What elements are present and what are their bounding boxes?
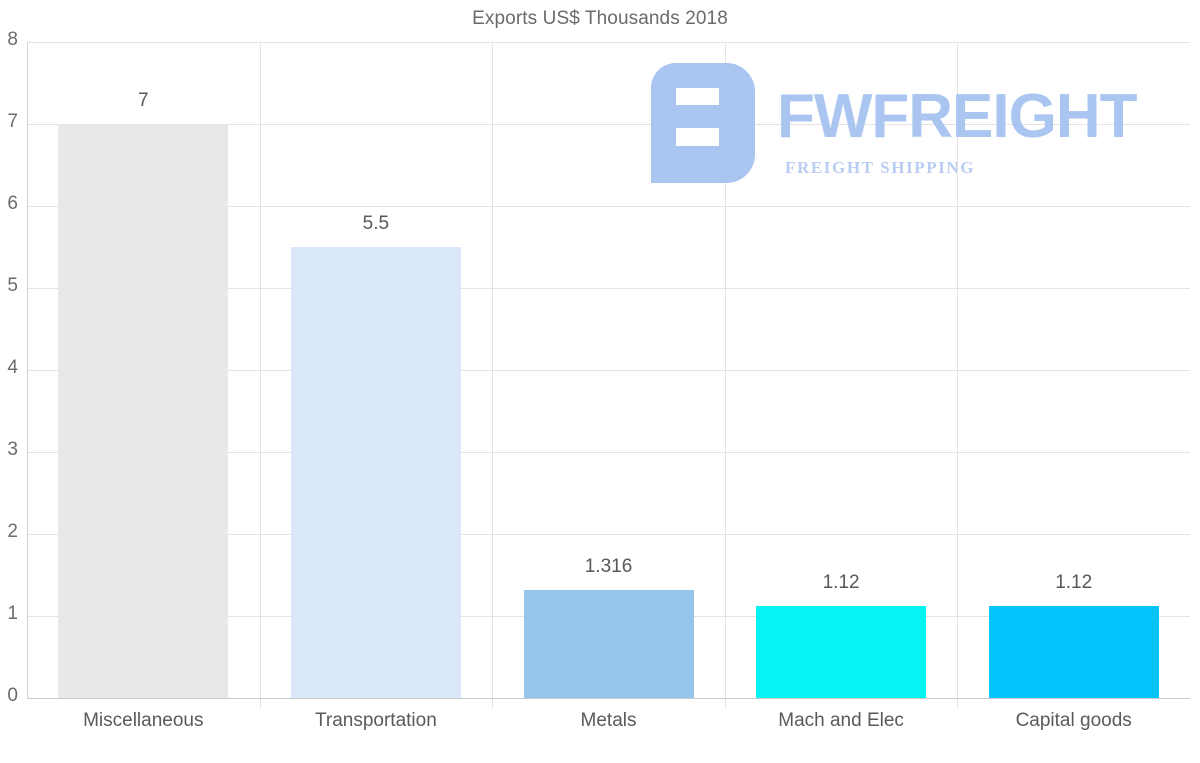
category-separator-gridline <box>725 42 726 708</box>
x-axis-category-label: Mach and Elec <box>778 710 904 731</box>
y-axis-line <box>27 42 28 699</box>
gridline-y-4 <box>27 370 1190 371</box>
gridline-y-2 <box>27 534 1190 535</box>
bar-value-label: 1.316 <box>584 556 633 578</box>
y-axis-tick-label: 3 <box>7 439 18 460</box>
y-axis-tick-label: 0 <box>7 685 18 706</box>
bar-value-label: 7 <box>138 90 149 111</box>
category-separator-gridline <box>957 42 958 708</box>
x-axis-category-label: Capital goods <box>1015 710 1132 731</box>
plot-area <box>27 42 1190 708</box>
x-axis-category-label: Transportation <box>314 710 437 731</box>
y-axis-tick-label: 5 <box>7 275 18 296</box>
y-axis-tick-label: 4 <box>7 357 18 378</box>
bar-value-label: 1.12 <box>822 572 860 594</box>
bar[interactable] <box>523 590 694 698</box>
y-axis-tick-label: 2 <box>7 521 18 542</box>
y-axis-tick-label: 1 <box>7 603 18 624</box>
gridline-y-3 <box>27 452 1190 453</box>
bar-value-label: 5.5 <box>362 213 390 234</box>
y-axis-tick-label: 8 <box>7 29 18 50</box>
category-separator-gridline <box>260 42 261 708</box>
y-axis-tick-label: 6 <box>7 193 18 214</box>
x-axis-line <box>27 698 1190 699</box>
gridline-y-7 <box>27 124 1190 125</box>
bar[interactable] <box>58 124 229 698</box>
bar-value-label: 1.12 <box>1055 572 1093 594</box>
gridline-y-6 <box>27 206 1190 207</box>
chart-title: Exports US$ Thousands 2018 <box>472 8 728 29</box>
gridline-y-5 <box>27 288 1190 289</box>
category-separator-gridline <box>492 42 493 708</box>
x-axis-category-label: Metals <box>580 710 637 731</box>
x-axis-category-label: Miscellaneous <box>83 710 204 731</box>
bar[interactable] <box>290 247 461 698</box>
bar[interactable] <box>988 606 1159 698</box>
y-axis-tick-label: 7 <box>7 111 18 132</box>
bar[interactable] <box>756 606 927 698</box>
gridline-y-8 <box>27 42 1190 43</box>
